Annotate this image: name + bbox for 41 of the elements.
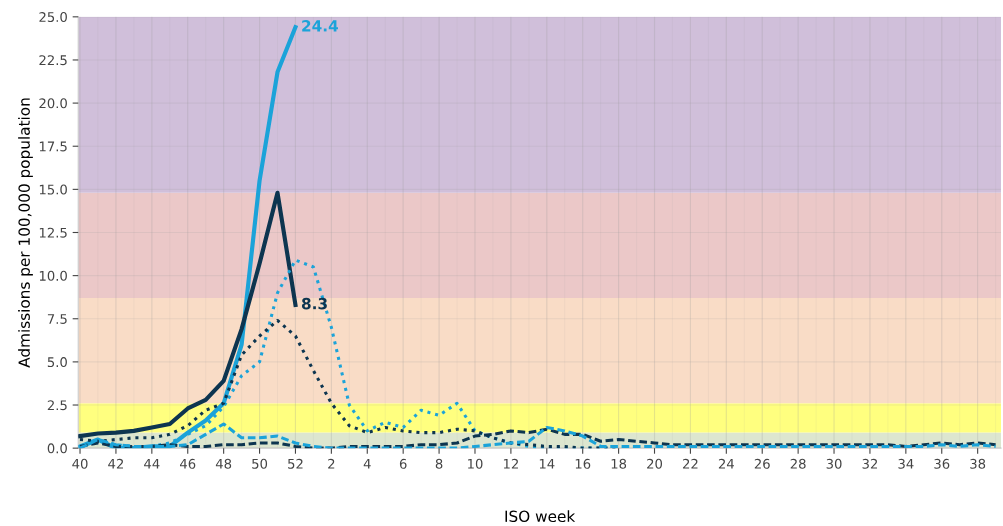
y-tick-label: 7.5 — [47, 314, 67, 324]
y-axis-title: Admissions per 100,000 population — [18, 98, 33, 368]
x-tick-label: 20 — [647, 458, 663, 469]
x-tick-label: 18 — [611, 458, 627, 469]
y-tick-label: 0.0 — [47, 443, 67, 454]
y-tick-label: 20.0 — [39, 98, 67, 109]
y-tick-label: 5.0 — [47, 357, 67, 368]
y-tick-label: 17.5 — [39, 141, 67, 152]
x-tick-label: 26 — [754, 458, 770, 469]
x-tick-label: 16 — [575, 458, 591, 469]
x-tick-label: 42 — [108, 458, 124, 469]
x-tick-label: 50 — [252, 458, 268, 469]
x-tick-label: 10 — [468, 458, 483, 469]
x-tick-label: 2 — [328, 458, 335, 469]
x-tick-label: 36 — [934, 458, 950, 469]
x-tick-label: 48 — [215, 458, 232, 469]
x-tick-label: 14 — [539, 458, 555, 469]
y-tick-label: 12.5 — [39, 227, 67, 238]
x-tick-label: 24 — [718, 458, 734, 469]
x-tick-label: 28 — [790, 458, 806, 469]
x-tick-label: 34 — [898, 458, 914, 469]
x-tick-label: 6 — [399, 458, 407, 469]
x-tick-label: 46 — [179, 458, 196, 469]
annotation: 8.3 — [301, 297, 327, 310]
annotation: 24.4 — [302, 20, 339, 32]
x-tick-label: 52 — [288, 458, 303, 469]
x-tick-label: 44 — [144, 458, 160, 469]
y-tick-label: 2.5 — [47, 400, 67, 411]
x-tick-label: 12 — [503, 458, 518, 469]
x-tick-label: 8 — [435, 458, 443, 469]
x-tick-label: 4 — [363, 458, 371, 469]
x-tick-label: 38 — [970, 458, 986, 469]
x-tick-label: 40 — [72, 458, 88, 469]
x-tick-label: 22 — [682, 458, 698, 469]
x-tick-label: 30 — [826, 458, 842, 469]
x-tick-label: 32 — [862, 458, 878, 469]
x-axis-title: ISO week — [505, 510, 576, 523]
y-tick-label: 22.5 — [39, 55, 67, 66]
y-tick-label: 10.0 — [39, 270, 67, 281]
y-tick-label: 15.0 — [39, 184, 67, 195]
y-tick-label: 25.0 — [39, 12, 67, 23]
